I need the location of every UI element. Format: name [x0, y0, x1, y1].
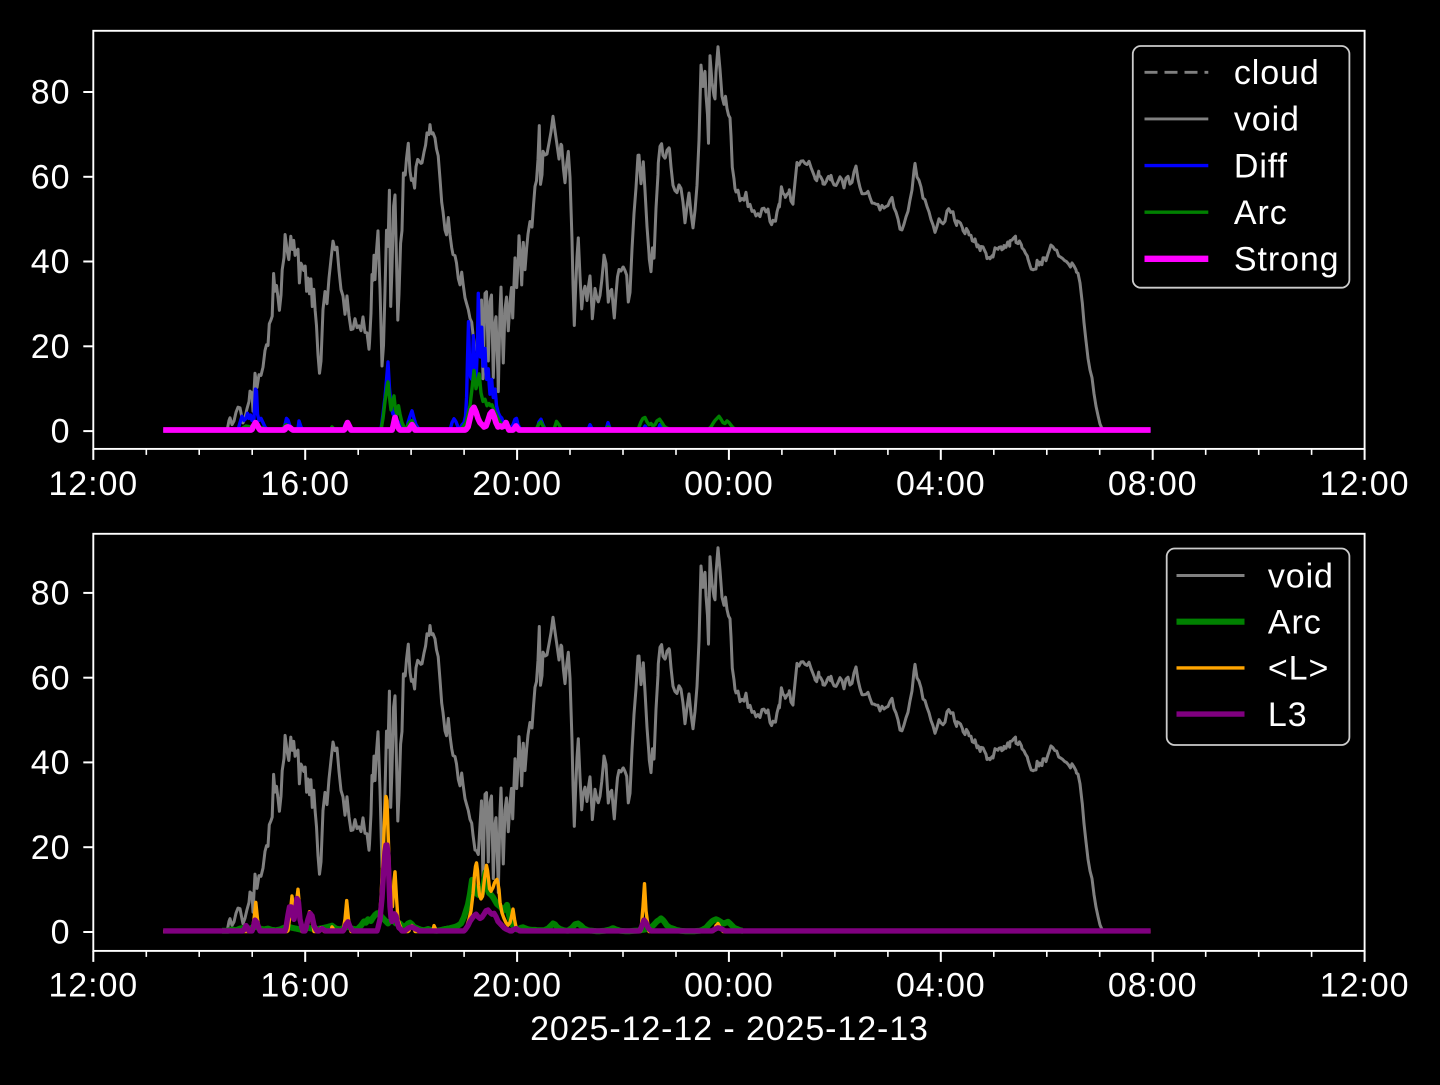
svg-text:00:00: 00:00	[684, 465, 774, 503]
svg-text:void: void	[1268, 557, 1334, 595]
svg-text:20:00: 20:00	[472, 967, 562, 1005]
svg-text:60: 60	[31, 659, 71, 697]
svg-text:40: 40	[31, 744, 71, 782]
svg-text:cloud: cloud	[1234, 54, 1320, 92]
svg-text:60: 60	[31, 158, 71, 196]
svg-text:04:00: 04:00	[896, 465, 986, 503]
svg-text:<L>: <L>	[1268, 650, 1329, 688]
svg-text:16:00: 16:00	[260, 465, 350, 503]
svg-text:Diff: Diff	[1234, 147, 1288, 185]
svg-text:12:00: 12:00	[1320, 465, 1410, 503]
svg-text:0: 0	[51, 413, 71, 451]
svg-text:80: 80	[31, 74, 71, 112]
svg-text:L3: L3	[1268, 696, 1308, 734]
svg-text:08:00: 08:00	[1108, 967, 1198, 1005]
svg-text:04:00: 04:00	[896, 967, 986, 1005]
svg-text:Strong: Strong	[1234, 241, 1340, 279]
svg-text:40: 40	[31, 243, 71, 281]
svg-text:0: 0	[51, 914, 71, 952]
svg-text:80: 80	[31, 575, 71, 613]
svg-text:12:00: 12:00	[49, 465, 139, 503]
svg-text:Arc: Arc	[1268, 604, 1322, 642]
svg-text:2025-12-12 - 2025-12-13: 2025-12-12 - 2025-12-13	[530, 1010, 929, 1048]
svg-text:20: 20	[31, 328, 71, 366]
svg-text:12:00: 12:00	[1320, 967, 1410, 1005]
svg-text:12:00: 12:00	[49, 967, 139, 1005]
svg-text:20:00: 20:00	[472, 465, 562, 503]
svg-text:void: void	[1234, 101, 1300, 139]
svg-text:08:00: 08:00	[1108, 465, 1198, 503]
svg-text:16:00: 16:00	[260, 967, 350, 1005]
svg-text:00:00: 00:00	[684, 967, 774, 1005]
svg-text:20: 20	[31, 829, 71, 867]
svg-text:Arc: Arc	[1234, 194, 1288, 232]
